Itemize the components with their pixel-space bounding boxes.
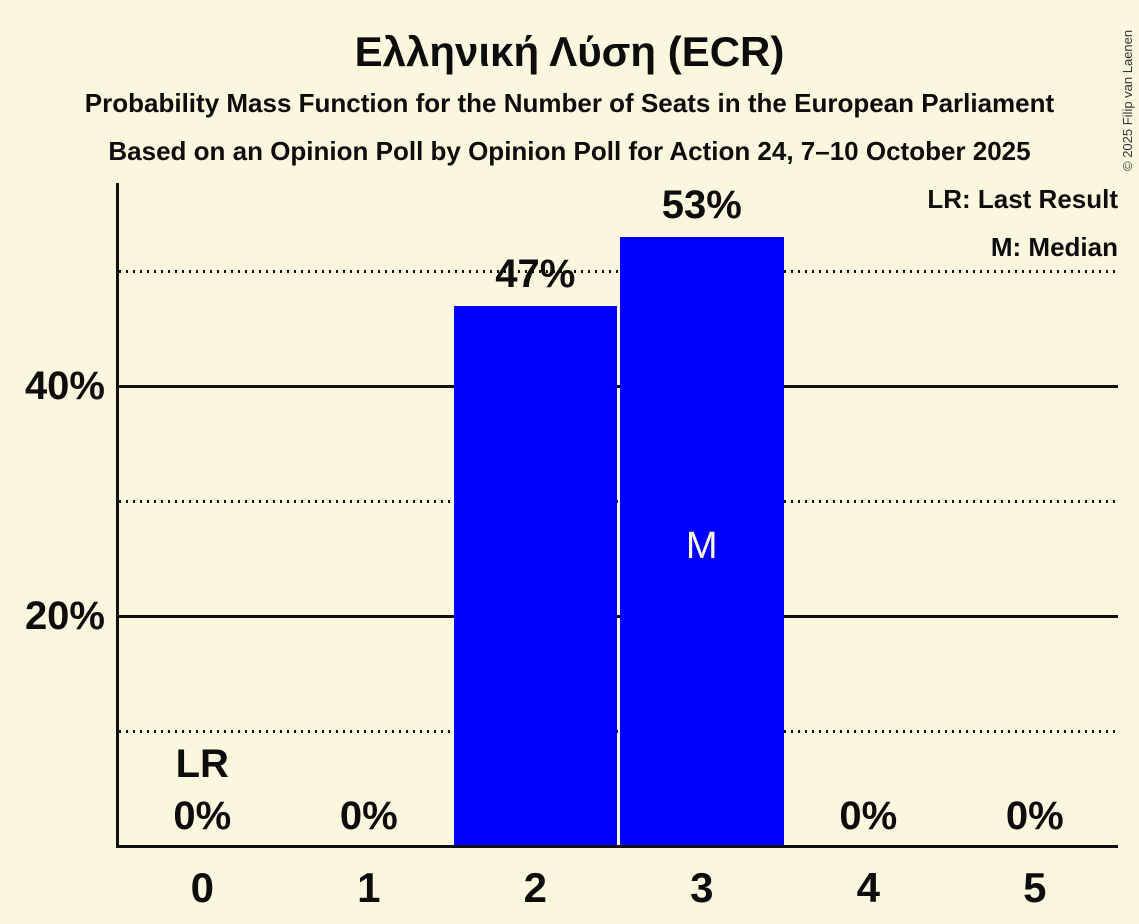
legend-median: M: Median [990,232,1118,262]
y-axis-label-20pct: 20% [24,594,105,638]
bar-value-label-seat-4: 0% [839,794,898,838]
bar-value-label-seat-1: 0% [339,794,398,838]
chart-title: Ελληνική Λύση (ECR) [354,28,785,75]
gridline-dotted-10pct [119,730,1118,733]
x-axis-label-1: 1 [357,864,381,911]
bar-value-label-seat-5: 0% [1005,794,1064,838]
y-axis-label-40pct: 40% [24,364,105,408]
plot-area: 0% 0% 47% 53% 0% 0% LR M [119,183,1118,846]
median-marker: M [685,525,718,567]
gridline-dotted-50pct [119,270,1118,273]
y-axis-line [116,183,119,848]
last-result-marker: LR [175,742,229,786]
x-axis-line [116,845,1118,848]
bar-seat-3 [620,236,784,846]
gridline-dotted-30pct [119,500,1118,503]
bar-value-label-seat-2: 47% [495,251,576,296]
x-axis-label-3: 3 [690,864,714,911]
gridline-solid-40pct [119,385,1118,388]
x-axis-label-4: 4 [856,864,880,911]
chart-source-line: Based on an Opinion Poll by Opinion Poll… [108,136,1031,166]
gridline-solid-20pct [119,615,1118,618]
chart-subtitle: Probability Mass Function for the Number… [84,88,1055,118]
bar-seat-2 [453,305,617,846]
legend-last-result: LR: Last Result [927,184,1118,214]
bar-value-label-seat-0: 0% [173,794,232,838]
copyright-notice: © 2025 Filip van Laenen [1120,29,1135,171]
x-axis-label-5: 5 [1023,864,1047,911]
x-axis-label-2: 2 [523,864,547,911]
x-axis-label-0: 0 [190,864,214,911]
bar-value-label-seat-3: 53% [661,182,742,227]
